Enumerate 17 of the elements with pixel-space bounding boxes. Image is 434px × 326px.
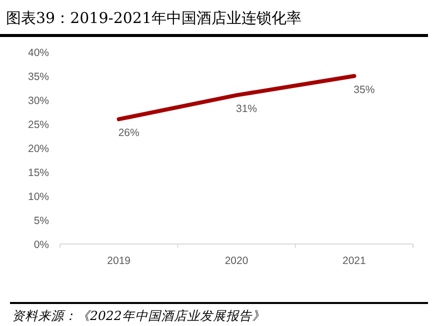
x-tick-label: 2021 [342, 255, 366, 267]
y-tick-label: 25% [28, 119, 49, 131]
y-tick-label: 20% [28, 143, 49, 155]
chart-title: 图表39：2019-2021年中国酒店业连锁化率 [6, 9, 302, 27]
y-tick-label: 0% [34, 239, 49, 251]
x-tick-label: 2019 [107, 255, 131, 267]
y-tick-label: 15% [28, 167, 49, 179]
y-tick-label: 40% [28, 47, 49, 59]
data-label: 31% [236, 103, 258, 116]
data-label: 35% [354, 84, 375, 96]
y-tick-label: 10% [28, 191, 49, 203]
data-label: 26% [118, 127, 140, 140]
text: 资料来源：《2022年中国酒店业发展报告》 [12, 308, 265, 323]
y-tick-label: 30% [28, 95, 49, 107]
y-tick-label: 5% [34, 215, 49, 227]
x-tick-label: 2020 [224, 255, 248, 267]
y-tick-label: 35% [28, 71, 49, 83]
